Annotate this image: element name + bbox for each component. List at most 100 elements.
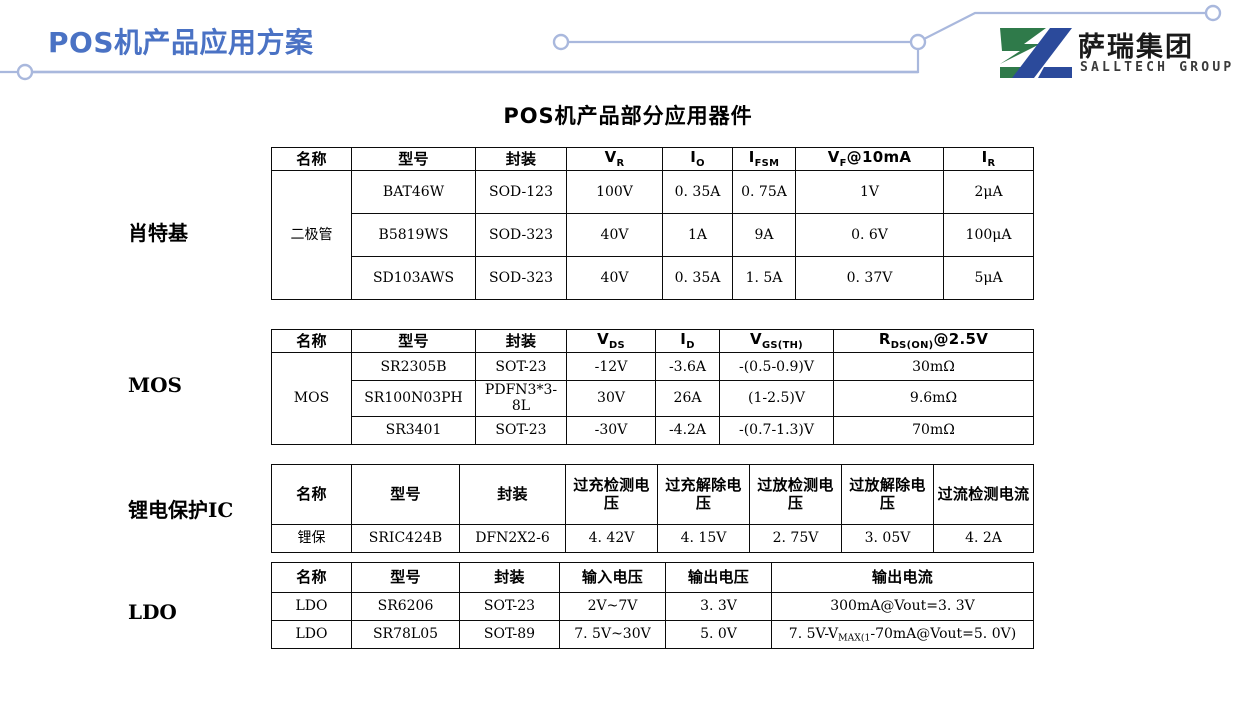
col-header-package: 封装 bbox=[475, 146, 567, 172]
category-label-li-protect-ic: 锂电保护IC bbox=[128, 498, 234, 522]
cell-rdson: 70mΩ bbox=[833, 415, 1034, 445]
cell-id: -3.6A bbox=[655, 352, 720, 382]
row-group-label: 二极管 bbox=[271, 170, 352, 301]
cell-output-voltage: 5. 0V bbox=[665, 620, 772, 649]
cell-id: 26A bbox=[655, 380, 720, 417]
salltech-logo-mark-icon bbox=[1000, 28, 1072, 78]
cell-ir: 100μA bbox=[943, 213, 1034, 258]
col-header-overdischarge-detect-voltage: 过放检测电压 bbox=[749, 464, 842, 525]
cell-package: DFN2X2-6 bbox=[459, 524, 566, 553]
table-row: 二极管 BAT46W SOD-123 100V 0. 35A 0. 75A 1V… bbox=[271, 170, 1034, 301]
table-header-row: 名称 型号 封装 VR IO IFSM VF@10mA IR bbox=[271, 146, 1034, 172]
cell-name: 锂保 bbox=[271, 524, 352, 553]
table-row: LDO SR6206 SOT-23 2V~7V 3. 3V 300mA@Vout… bbox=[271, 592, 1034, 621]
cell-io: 0. 35A bbox=[662, 256, 733, 301]
cell-model: SR3401 bbox=[351, 415, 476, 445]
li-protect-table: 名称 型号 封装 过充检测电压 过充解除电压 过放检测电压 过放解除电压 过流检… bbox=[271, 464, 1034, 553]
cell-model: B5819WS bbox=[351, 213, 476, 258]
col-header-package: 封装 bbox=[475, 328, 567, 354]
cell-vds: 30V bbox=[566, 380, 656, 417]
cell-input-voltage: 7. 5V~30V bbox=[559, 620, 666, 649]
cell-package: SOT-89 bbox=[459, 620, 560, 649]
col-header-ifsm: IFSM bbox=[732, 146, 796, 172]
cell-vgsth: -(0.7-1.3)V bbox=[719, 415, 834, 445]
table-row: MOS SR2305B SOT-23 -12V -3.6A -(0.5-0.9)… bbox=[271, 352, 1034, 445]
cell-output-voltage: 3. 3V bbox=[665, 592, 772, 621]
col-header-name: 名称 bbox=[271, 146, 352, 172]
deco-circle-mid bbox=[909, 33, 927, 51]
content-title: POS机产品部分应用器件 bbox=[503, 104, 753, 128]
deco-circle-left bbox=[16, 63, 34, 81]
mos-table: 名称 型号 封装 VDS ID VGS(TH) RDS(ON)@2.5V MOS… bbox=[271, 328, 1034, 445]
col-header-overcharge-release-voltage: 过充解除电压 bbox=[657, 464, 750, 525]
table-row: SR100N03PH PDFN3*3-8L 30V 26A (1-2.5)V 9… bbox=[272, 380, 1034, 417]
col-header-rdson: RDS(ON)@2.5V bbox=[833, 328, 1034, 354]
cell-package: SOT-23 bbox=[459, 592, 560, 621]
cell-model: SR78L05 bbox=[351, 620, 460, 649]
cell-vds: -30V bbox=[566, 415, 656, 445]
cell-ifsm: 0. 75A bbox=[732, 170, 796, 215]
col-header-io: IO bbox=[662, 146, 733, 172]
cell-vgsth: -(0.5-0.9)V bbox=[719, 352, 834, 382]
cell-vf: 0. 6V bbox=[795, 213, 944, 258]
cell-overcurrent-detect-current: 4. 2A bbox=[933, 524, 1034, 553]
logo-company-name-en: SALLTECH GROUP bbox=[1080, 60, 1235, 75]
table-header-row: 名称 型号 封装 VDS ID VGS(TH) RDS(ON)@2.5V bbox=[271, 328, 1034, 354]
col-header-model: 型号 bbox=[351, 328, 476, 354]
category-label-schottky: 肖特基 bbox=[128, 221, 188, 245]
col-header-name: 名称 bbox=[271, 328, 352, 354]
col-header-model: 型号 bbox=[351, 464, 460, 525]
cell-vr: 100V bbox=[566, 170, 663, 215]
col-header-vgsth: VGS(TH) bbox=[719, 328, 834, 354]
cell-model: SR2305B bbox=[351, 352, 476, 382]
col-header-ir: IR bbox=[943, 146, 1034, 172]
col-header-vf: VF@10mA bbox=[795, 146, 944, 172]
cell-io: 0. 35A bbox=[662, 170, 733, 215]
cell-package: SOT-23 bbox=[475, 352, 567, 382]
cell-overdischarge-release-voltage: 3. 05V bbox=[841, 524, 934, 553]
category-label-mos: MOS bbox=[128, 373, 183, 397]
col-header-input-voltage: 输入电压 bbox=[559, 562, 666, 593]
cell-vr: 40V bbox=[566, 256, 663, 301]
page-title: POS机产品应用方案 bbox=[48, 26, 314, 59]
col-header-overcurrent-detect-current: 过流检测电流 bbox=[933, 464, 1034, 525]
col-header-id: ID bbox=[655, 328, 720, 354]
cell-rdson: 30mΩ bbox=[833, 352, 1034, 382]
col-header-package: 封装 bbox=[459, 464, 566, 525]
col-header-model: 型号 bbox=[351, 562, 460, 593]
table-header-row: 名称 型号 封装 输入电压 输出电压 输出电流 bbox=[271, 562, 1034, 593]
cell-package: SOD-323 bbox=[475, 256, 567, 301]
col-header-output-current: 输出电流 bbox=[771, 562, 1034, 593]
cell-overcharge-detect-voltage: 4. 42V bbox=[565, 524, 658, 553]
deco-circle-inner bbox=[552, 33, 570, 51]
col-header-vr: VR bbox=[566, 146, 663, 172]
cell-ir: 5μA bbox=[943, 256, 1034, 301]
cell-output-current: 300mA@Vout=3. 3V bbox=[771, 592, 1034, 621]
schottky-table: 名称 型号 封装 VR IO IFSM VF@10mA IR 二极管 BAT46… bbox=[271, 146, 1034, 301]
ldo-table: 名称 型号 封装 输入电压 输出电压 输出电流 LDO SR6206 SOT-2… bbox=[271, 562, 1034, 649]
table-row: SR3401 SOT-23 -30V -4.2A -(0.7-1.3)V 70m… bbox=[272, 415, 1034, 445]
row-group-label: MOS bbox=[271, 352, 352, 445]
col-header-overcharge-detect-voltage: 过充检测电压 bbox=[565, 464, 658, 525]
table-row: SD103AWS SOD-323 40V 0. 35A 1. 5A 0. 37V… bbox=[272, 256, 1034, 301]
cell-ir: 2μA bbox=[943, 170, 1034, 215]
cell-model: SD103AWS bbox=[351, 256, 476, 301]
company-logo: 萨瑞集团 SALLTECH GROUP bbox=[1000, 24, 1231, 82]
col-header-name: 名称 bbox=[271, 562, 352, 593]
cell-output-current: 7. 5V-VMAX(1-70mA@Vout=5. 0V) bbox=[771, 620, 1034, 649]
col-header-output-voltage: 输出电压 bbox=[665, 562, 772, 593]
slide-header: POS机产品应用方案 萨瑞集团 SALLTECH GROUP bbox=[0, 0, 1256, 92]
cell-model: SR6206 bbox=[351, 592, 460, 621]
cell-package: SOD-323 bbox=[475, 213, 567, 258]
col-header-name: 名称 bbox=[271, 464, 352, 525]
table-header-row: 名称 型号 封装 过充检测电压 过充解除电压 过放检测电压 过放解除电压 过流检… bbox=[271, 464, 1034, 525]
cell-vf: 0. 37V bbox=[795, 256, 944, 301]
cell-model: SR100N03PH bbox=[351, 380, 476, 417]
cell-model: BAT46W bbox=[351, 170, 476, 215]
table-row: B5819WS SOD-323 40V 1A 9A 0. 6V 100μA bbox=[272, 213, 1034, 258]
col-header-overdischarge-release-voltage: 过放解除电压 bbox=[841, 464, 934, 525]
cell-package: PDFN3*3-8L bbox=[475, 380, 567, 417]
cell-ifsm: 9A bbox=[732, 213, 796, 258]
deco-circle-right bbox=[1204, 4, 1222, 22]
